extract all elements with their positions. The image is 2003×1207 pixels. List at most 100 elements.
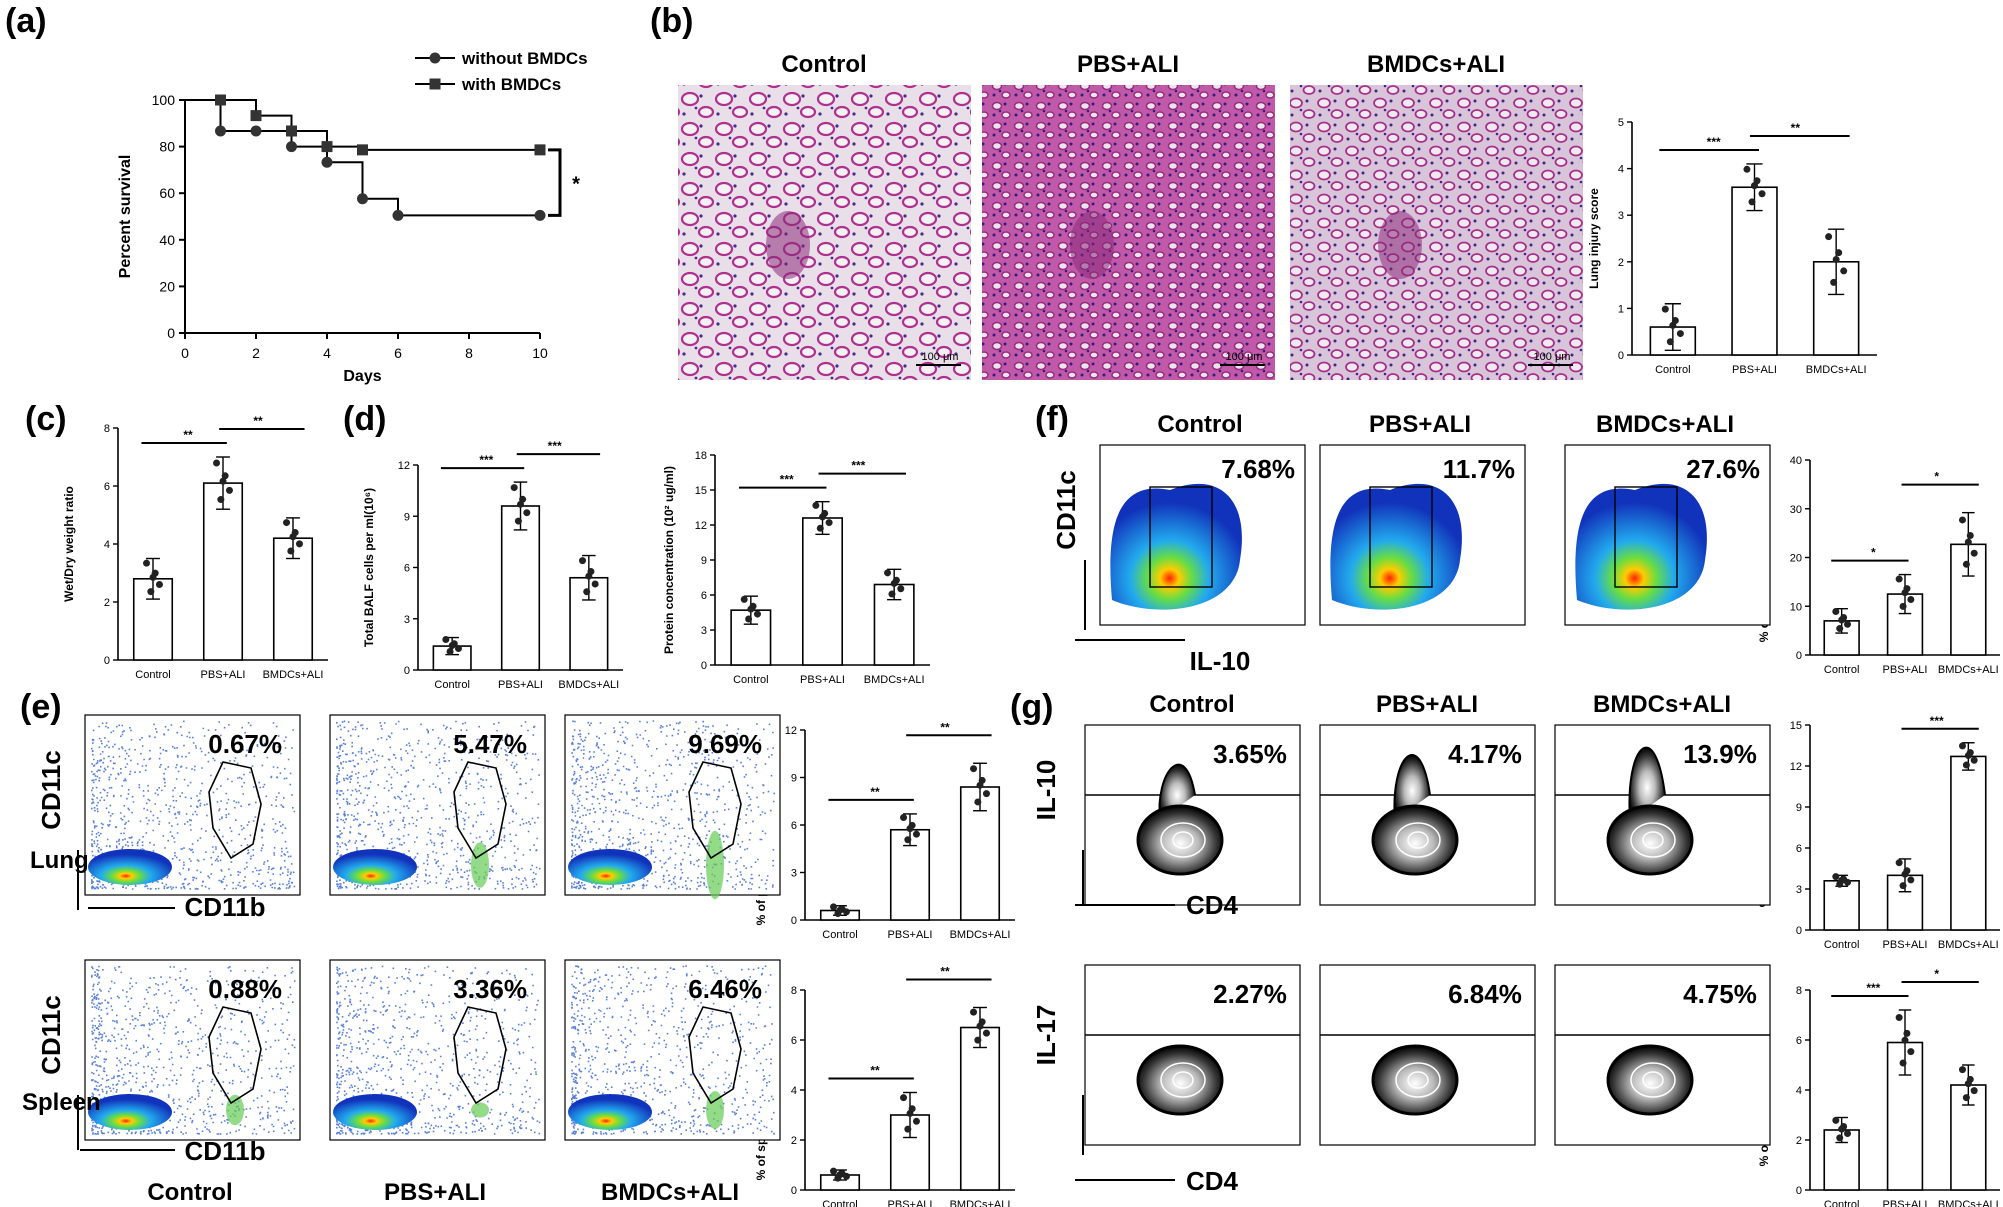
density-column [471, 1102, 489, 1118]
data-point [888, 590, 896, 598]
data-point [897, 585, 905, 593]
data-point [1962, 761, 1970, 769]
ytick-label: 4 [104, 539, 110, 551]
category-label: Control [135, 669, 170, 681]
ytick-label: 3 [1796, 884, 1802, 896]
ytick-label: 0 [1796, 650, 1802, 662]
g-group-title: PBS+ALI [1376, 691, 1478, 718]
contour-outer [1136, 804, 1224, 876]
bar [873, 583, 915, 666]
ytick-label: 0 [404, 665, 410, 677]
data-point [836, 906, 844, 914]
ytick-label: 4 [1796, 1085, 1802, 1097]
ytick-label: 9 [1796, 802, 1802, 814]
data-point [836, 1171, 844, 1179]
contour-outer [1136, 1044, 1224, 1116]
data-point [1832, 256, 1840, 264]
f-group-title: Control [1157, 411, 1242, 438]
row-label-lung: Lung [30, 847, 89, 874]
ytick-label: 6 [791, 1035, 797, 1047]
flow-g-il17-1: 6.84% [1319, 964, 1536, 1146]
density-core [568, 1094, 652, 1130]
data-point [295, 540, 303, 548]
data-point [446, 647, 454, 655]
histology-title: BMDCs+ALI [1367, 51, 1505, 78]
data-point [155, 580, 163, 588]
density-blob [1110, 483, 1242, 610]
ytick-label: 6 [701, 590, 707, 602]
survival-line-with [185, 99, 540, 151]
ytick-label: 8 [791, 985, 797, 997]
category-label: Control [1824, 939, 1859, 951]
data-point [1832, 607, 1840, 615]
survival-point [321, 156, 333, 168]
data-point [890, 579, 898, 587]
survival-point [392, 209, 404, 221]
ytick-label: 6 [1796, 1035, 1802, 1047]
gate-polygon [453, 761, 507, 860]
data-point [904, 1125, 912, 1133]
category-label: BMDCs+ALI [1938, 1199, 1999, 1207]
g-group-title: Control [1149, 691, 1234, 718]
sig-label: *** [851, 459, 865, 473]
survival-ytick-label: 60 [159, 185, 175, 201]
gate-polygon [453, 1006, 507, 1105]
panel-label-d: (d) [343, 400, 386, 438]
gate-rect [1614, 486, 1678, 588]
data-point [1895, 859, 1903, 867]
survival-point [321, 141, 333, 153]
data-point [1836, 1134, 1844, 1142]
bar [801, 517, 844, 666]
gate-percentage: 9.69% [688, 729, 762, 759]
data-point [900, 1094, 908, 1102]
data-point [1970, 549, 1978, 557]
ytick-label: 12 [695, 520, 707, 532]
data-point [912, 830, 920, 838]
data-point [1661, 305, 1669, 313]
data-point [1958, 1066, 1966, 1074]
bar-chart-lung_injury: 0 1 2 3 4 5 Control PBS+ALI BMDCs+ALI Lung injury… [1587, 117, 1877, 376]
bar [1823, 620, 1860, 656]
data-point [143, 559, 151, 567]
quadrant-percentage: 6.84% [1448, 979, 1522, 1009]
data-point [523, 509, 531, 517]
histology-image-1: PBS+ALI 100 μm [982, 51, 1275, 380]
sig-label: * [1871, 546, 1876, 560]
data-point [579, 557, 587, 565]
category-label: BMDCs+ALI [950, 1199, 1011, 1207]
e-axis-y-lung: CD11c [36, 750, 66, 830]
sig-label: *** [1930, 714, 1944, 728]
contour-outer [1606, 804, 1694, 876]
bar [1731, 186, 1778, 356]
gate-percentage: 6.46% [688, 974, 762, 1004]
ytick-label: 9 [701, 555, 707, 567]
contour-ring [1407, 831, 1429, 849]
data-point [982, 790, 990, 798]
gate-percentage: 0.67% [208, 729, 282, 759]
ytick-label: 3 [404, 614, 410, 626]
data-point [1838, 876, 1846, 884]
sig-label: *** [1707, 135, 1721, 149]
legend-label: without BMDCs [461, 49, 588, 68]
ytick-label: 6 [404, 563, 410, 575]
ytick-label: 3 [1618, 210, 1624, 222]
sig-label: ** [940, 965, 950, 979]
ytick-label: 0 [1796, 925, 1802, 937]
data-point [1844, 1130, 1852, 1137]
e-axis-y-spleen: CD11c [36, 995, 66, 1075]
y-axis-label: Protein concentration (10² ug/ml) [662, 466, 676, 654]
data-point [1958, 516, 1966, 524]
data-point [1964, 751, 1972, 759]
flow-g-il10-2: 13.9% [1554, 724, 1771, 906]
ytick-label: 30 [1790, 504, 1802, 516]
contour-tail [1393, 754, 1431, 821]
g-axis-y-il10: IL-10 [1031, 760, 1061, 821]
data-point [147, 588, 155, 596]
flow-g-il10-1: 4.17% [1319, 724, 1536, 906]
y-axis-label: Lung injury score [1587, 188, 1601, 289]
data-point [976, 1022, 984, 1030]
e-axis-x-lung: CD11b [185, 892, 266, 922]
data-point [1835, 249, 1843, 257]
data-point [1838, 1125, 1846, 1133]
